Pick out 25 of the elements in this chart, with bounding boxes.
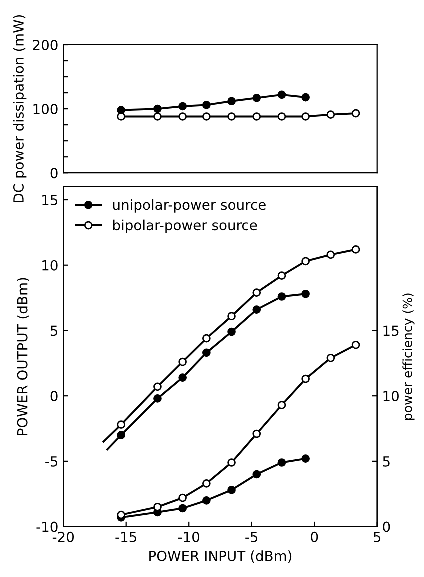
y2-axis-title: power efficiency (%) — [402, 294, 415, 420]
y-axis-title: POWER OUTPUT (dBm) — [17, 278, 30, 436]
x-tick-label: 5 — [374, 532, 381, 542]
y-tick-label: 0 — [50, 168, 58, 179]
legend-label: unipolar-power source — [113, 199, 266, 213]
y2-tick-label: 10 — [384, 391, 399, 402]
y-axis-title: DC power dissipation (mW) — [13, 15, 27, 202]
y2-tick-label: 5 — [383, 456, 390, 467]
y-tick-label: 100 — [34, 104, 58, 115]
y2-tick-label: 0 — [383, 522, 390, 532]
y-tick-label: -10 — [36, 522, 58, 532]
y-tick-label: -5 — [46, 456, 58, 467]
x-tick-label: 0 — [311, 532, 318, 542]
y-tick-label: 10 — [42, 260, 58, 271]
x-tick-label: -20 — [52, 532, 74, 542]
x-tick-label: -15 — [116, 532, 136, 542]
x-tick-label: -5 — [246, 532, 258, 542]
y-tick-label: 5 — [50, 326, 58, 336]
x-axis-title: POWER INPUT (dBm) — [150, 550, 292, 564]
y-tick-label: 0 — [50, 391, 58, 402]
y-tick-label: 15 — [42, 195, 58, 206]
x-tick-label: -10 — [178, 532, 200, 542]
legend-label: bipolar-power source — [113, 220, 258, 234]
y2-tick-label: 15 — [384, 326, 399, 336]
y-tick-label: 200 — [33, 40, 58, 50]
